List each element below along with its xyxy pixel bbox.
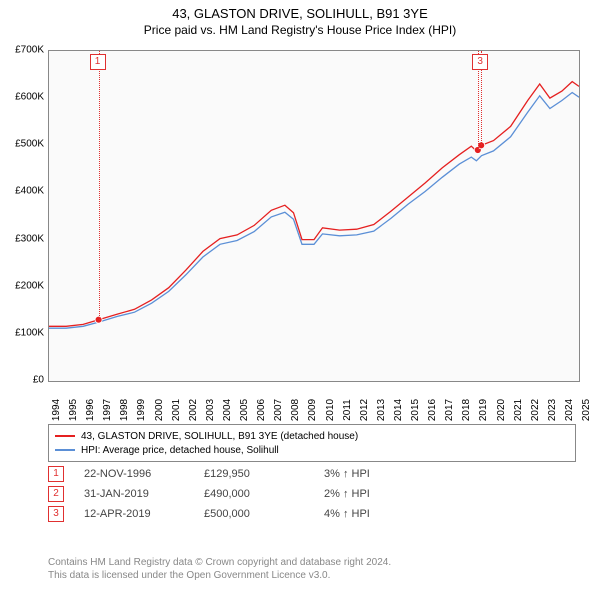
x-tick-label: 2025 (581, 399, 592, 421)
marker-box-3: 3 (472, 54, 488, 70)
x-axis: 1994 1995 1996 1997 1998 1999 2000 2001 2002 2003… (48, 384, 578, 420)
y-tick-label: £100K (15, 327, 44, 338)
event-marker-1: 1 (48, 466, 64, 482)
event-marker-2: 2 (48, 486, 64, 502)
event-marker-3: 3 (48, 506, 64, 522)
chart-svg (49, 51, 579, 381)
event-price-3: £500,000 (204, 508, 304, 520)
y-tick-label: £400K (15, 186, 44, 197)
x-tick-label: 1997 (102, 399, 113, 421)
y-tick-label: £200K (15, 280, 44, 291)
attribution-line-2: This data is licensed under the Open Gov… (48, 569, 391, 582)
event-hpi-3: 4% ↑ HPI (324, 508, 414, 520)
x-tick-label: 2024 (564, 399, 575, 421)
legend: 43, GLASTON DRIVE, SOLIHULL, B91 3YE (de… (48, 424, 576, 462)
chart-container: 43, GLASTON DRIVE, SOLIHULL, B91 3YE Pri… (0, 0, 600, 590)
x-tick-label: 2008 (290, 399, 301, 421)
x-tick-label: 1996 (85, 399, 96, 421)
event-row-1: 1 22-NOV-1996 £129,950 3% ↑ HPI (48, 464, 414, 484)
x-tick-label: 2004 (222, 399, 233, 421)
x-tick-label: 2020 (496, 399, 507, 421)
y-tick-label: £500K (15, 139, 44, 150)
events: 1 22-NOV-1996 £129,950 3% ↑ HPI 2 31-JAN… (48, 464, 414, 524)
legend-swatch-2 (55, 449, 75, 451)
x-tick-label: 2001 (171, 399, 182, 421)
legend-swatch-1 (55, 435, 75, 437)
x-tick-label: 2006 (256, 399, 267, 421)
x-tick-label: 2005 (239, 399, 250, 421)
x-tick-label: 2011 (342, 399, 353, 421)
x-tick-label: 2019 (478, 399, 489, 421)
event-row-2: 2 31-JAN-2019 £490,000 2% ↑ HPI (48, 484, 414, 504)
event-date-1: 22-NOV-1996 (84, 468, 184, 480)
event-date-3: 12-APR-2019 (84, 508, 184, 520)
x-tick-label: 2022 (530, 399, 541, 421)
x-tick-label: 1999 (136, 399, 147, 421)
x-tick-label: 1995 (68, 399, 79, 421)
x-tick-label: 2014 (393, 399, 404, 421)
event-price-2: £490,000 (204, 488, 304, 500)
y-tick-label: £300K (15, 233, 44, 244)
x-tick-label: 2000 (154, 399, 165, 421)
y-tick-label: £0 (33, 375, 44, 386)
x-tick-label: 2016 (427, 399, 438, 421)
legend-label-1: 43, GLASTON DRIVE, SOLIHULL, B91 3YE (de… (81, 431, 358, 442)
x-tick-label: 2012 (359, 399, 370, 421)
x-tick-label: 2018 (461, 399, 472, 421)
x-tick-label: 2003 (205, 399, 216, 421)
event-hpi-1: 3% ↑ HPI (324, 468, 414, 480)
legend-row-1: 43, GLASTON DRIVE, SOLIHULL, B91 3YE (de… (55, 429, 569, 443)
x-tick-label: 2009 (307, 399, 318, 421)
y-axis: £0£100K£200K£300K£400K£500K£600K£700K (0, 50, 46, 380)
event-price-1: £129,950 (204, 468, 304, 480)
event-date-2: 31-JAN-2019 (84, 488, 184, 500)
marker-line (99, 51, 100, 320)
chart-title: 43, GLASTON DRIVE, SOLIHULL, B91 3YE (0, 0, 600, 21)
x-tick-label: 1998 (119, 399, 130, 421)
x-tick-label: 1994 (51, 399, 62, 421)
event-row-3: 3 12-APR-2019 £500,000 4% ↑ HPI (48, 504, 414, 524)
x-tick-label: 2021 (513, 399, 524, 421)
attribution-line-1: Contains HM Land Registry data © Crown c… (48, 556, 391, 569)
x-tick-label: 2002 (188, 399, 199, 421)
chart-area (48, 50, 580, 382)
event-hpi-2: 2% ↑ HPI (324, 488, 414, 500)
x-tick-label: 2015 (410, 399, 421, 421)
x-tick-label: 2010 (325, 399, 336, 421)
x-tick-label: 2017 (444, 399, 455, 421)
y-tick-label: £600K (15, 92, 44, 103)
x-tick-label: 2007 (273, 399, 284, 421)
marker-box-1: 1 (90, 54, 106, 70)
chart-subtitle: Price paid vs. HM Land Registry's House … (0, 21, 600, 37)
y-tick-label: £700K (15, 45, 44, 56)
legend-label-2: HPI: Average price, detached house, Soli… (81, 445, 279, 456)
x-tick-label: 2023 (547, 399, 558, 421)
legend-row-2: HPI: Average price, detached house, Soli… (55, 443, 569, 457)
attribution: Contains HM Land Registry data © Crown c… (48, 556, 391, 582)
x-tick-label: 2013 (376, 399, 387, 421)
